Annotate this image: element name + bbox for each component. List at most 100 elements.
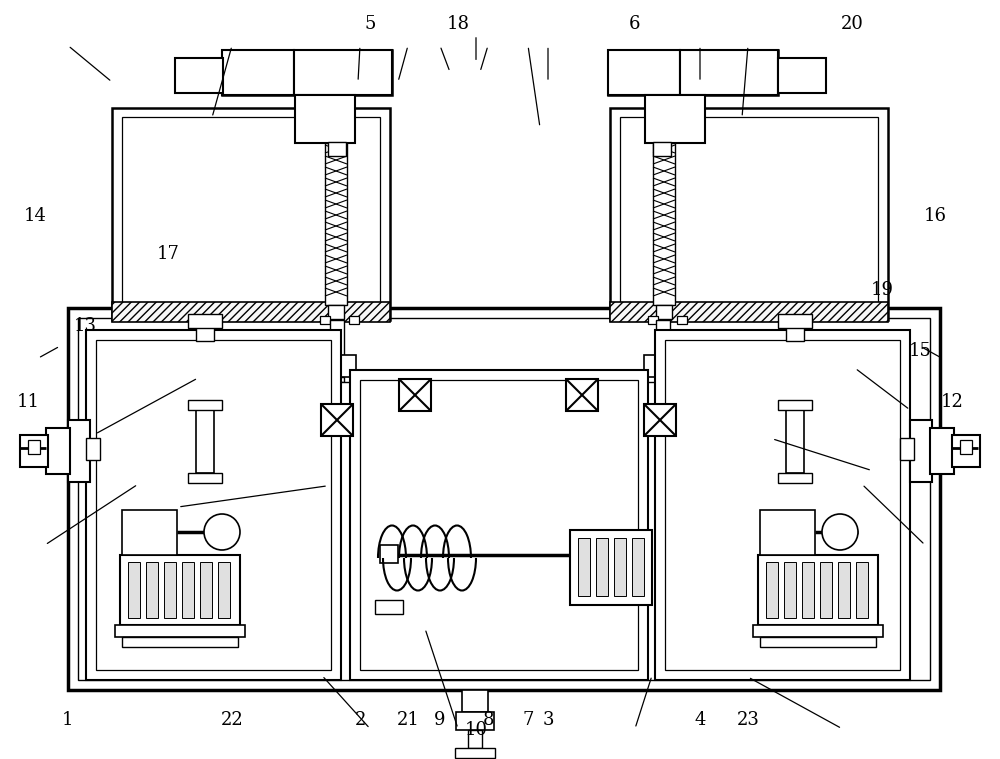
Text: 12: 12 (941, 393, 963, 411)
Bar (400, 383, 597, 391)
Bar (656, 320, 670, 355)
Bar (400, 395, 597, 403)
Bar (778, 400, 812, 410)
Bar (778, 473, 812, 483)
Text: 13: 13 (74, 317, 96, 335)
Bar (318, 355, 356, 377)
Text: 22: 22 (221, 710, 243, 729)
Bar (78, 318, 930, 680)
Bar (900, 438, 914, 460)
Text: 11: 11 (16, 393, 40, 411)
Text: 1: 1 (62, 710, 74, 729)
Text: 14: 14 (24, 207, 46, 225)
Text: 3: 3 (542, 710, 554, 729)
Text: 15: 15 (909, 342, 931, 360)
Bar (910, 420, 932, 482)
Text: 19: 19 (870, 281, 894, 299)
Bar (656, 305, 672, 319)
Bar (758, 555, 878, 625)
Bar (112, 108, 390, 320)
Bar (766, 562, 778, 618)
Bar (644, 355, 682, 377)
Bar (315, 382, 343, 408)
Bar (196, 405, 214, 473)
Bar (520, 374, 560, 402)
Bar (330, 320, 344, 355)
Text: 23: 23 (737, 710, 759, 729)
Bar (96, 340, 331, 670)
Bar (360, 380, 638, 670)
Bar (645, 95, 705, 143)
Bar (218, 562, 230, 618)
Bar (620, 117, 878, 311)
Text: 4: 4 (694, 710, 706, 729)
Bar (655, 382, 683, 408)
Bar (960, 440, 972, 454)
Bar (349, 316, 359, 324)
Bar (610, 302, 888, 322)
Bar (644, 404, 676, 436)
Circle shape (204, 514, 240, 550)
Bar (164, 562, 176, 618)
Bar (200, 562, 212, 618)
Text: 2: 2 (354, 710, 366, 729)
Bar (325, 143, 347, 305)
Bar (653, 142, 671, 156)
Text: 5: 5 (364, 15, 376, 33)
Bar (375, 600, 403, 614)
Bar (753, 625, 883, 637)
Bar (802, 562, 814, 618)
Bar (578, 538, 590, 596)
Text: 8: 8 (482, 710, 494, 729)
Bar (608, 50, 778, 95)
Bar (566, 379, 598, 411)
Bar (440, 374, 480, 402)
Bar (328, 305, 344, 319)
Bar (68, 308, 940, 690)
Bar (46, 428, 70, 474)
Bar (320, 316, 330, 324)
Bar (115, 625, 245, 637)
Bar (112, 302, 390, 322)
Text: 18: 18 (446, 15, 470, 33)
Bar (760, 510, 815, 555)
Text: 6: 6 (629, 15, 641, 33)
Bar (930, 428, 954, 474)
Bar (778, 58, 826, 93)
Bar (328, 142, 346, 156)
Bar (182, 562, 194, 618)
Bar (294, 50, 392, 95)
Bar (122, 637, 238, 647)
Bar (68, 420, 90, 482)
Bar (778, 314, 812, 328)
Bar (222, 50, 392, 95)
Bar (120, 555, 240, 625)
Bar (952, 435, 980, 467)
Bar (675, 385, 845, 395)
Bar (596, 538, 608, 596)
Text: 7: 7 (522, 710, 534, 729)
Bar (340, 382, 402, 408)
Bar (330, 377, 344, 417)
Bar (321, 404, 353, 436)
Bar (28, 440, 40, 454)
Bar (20, 435, 48, 467)
Bar (838, 562, 850, 618)
Bar (610, 108, 888, 320)
Bar (455, 748, 495, 758)
Bar (856, 562, 868, 618)
Text: 10: 10 (464, 721, 488, 739)
Bar (295, 95, 355, 143)
Bar (350, 370, 648, 680)
Bar (188, 400, 222, 410)
Bar (820, 562, 832, 618)
Bar (653, 143, 675, 305)
Text: 21: 21 (397, 710, 419, 729)
Bar (784, 562, 796, 618)
Bar (380, 545, 398, 563)
Bar (222, 50, 294, 95)
Bar (786, 405, 804, 473)
Bar (128, 562, 140, 618)
Bar (655, 330, 910, 680)
Bar (175, 58, 223, 93)
